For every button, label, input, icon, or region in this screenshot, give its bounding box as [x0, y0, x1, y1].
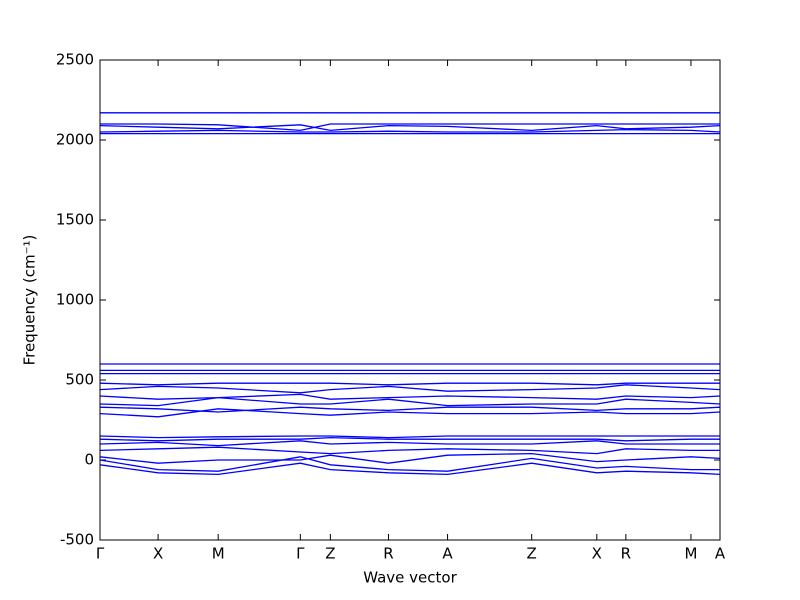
x-tick-label: M	[684, 545, 697, 563]
x-tick-label: R	[621, 545, 631, 563]
y-tick-label: 0	[84, 451, 94, 469]
band-line	[99, 128, 721, 133]
x-tick-label: Γ	[296, 545, 305, 563]
x-tick-label: A	[715, 545, 726, 563]
x-axis-label: Wave vector	[363, 569, 457, 587]
y-tick-label: 500	[65, 371, 94, 389]
x-tick-label: X	[153, 545, 163, 563]
band-line	[99, 446, 720, 455]
band-line	[100, 123, 720, 132]
band-line	[99, 406, 721, 413]
band-line	[99, 124, 721, 132]
plot-frame	[99, 59, 721, 541]
band-line	[99, 462, 721, 476]
x-tick-label: Γ	[96, 545, 105, 563]
y-tick-label: 2500	[56, 51, 94, 69]
x-tick-label: R	[383, 545, 393, 563]
band-line	[99, 393, 721, 400]
y-tick-label: -500	[60, 531, 94, 549]
band-line	[99, 456, 720, 472]
band-line	[99, 396, 721, 407]
y-tick-label: 2000	[56, 131, 94, 149]
band-line	[99, 452, 721, 464]
x-tick-label: M	[212, 545, 225, 563]
x-tick-label: X	[592, 545, 602, 563]
y-axis-label: Frequency (cm⁻¹)	[21, 235, 39, 366]
band-line	[99, 440, 720, 447]
band-line	[99, 382, 720, 386]
y-tick-label: 1000	[56, 291, 94, 309]
y-tick-label: 1500	[56, 211, 94, 229]
x-tick-label: Z	[325, 545, 335, 563]
x-tick-label: Z	[527, 545, 537, 563]
x-tick-label: A	[442, 545, 453, 563]
band-line	[99, 435, 720, 439]
band-line	[99, 408, 721, 418]
band-line	[99, 384, 721, 394]
band-line	[99, 436, 720, 442]
